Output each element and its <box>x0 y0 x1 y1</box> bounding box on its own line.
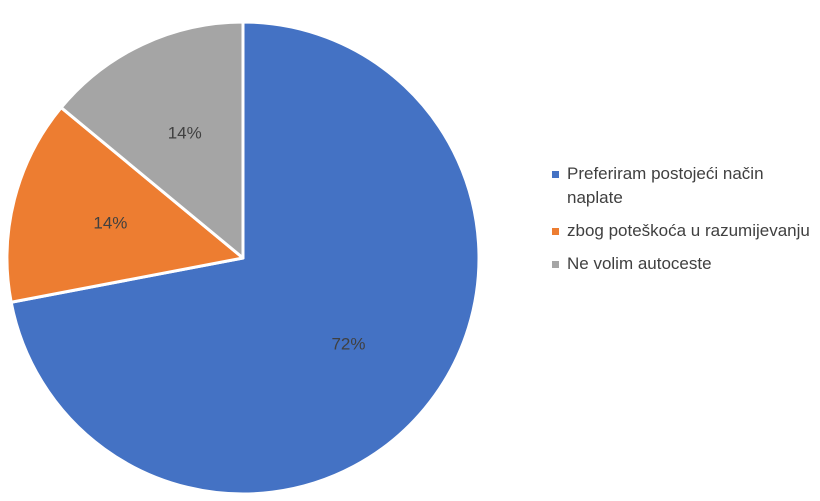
legend-swatch <box>552 261 559 268</box>
pie-slice <box>9 20 481 496</box>
chart-legend: Preferiram postojeći način naplate zbog … <box>552 162 812 285</box>
legend-swatch <box>552 171 559 178</box>
pie-chart-svg: 72% 14% 14% <box>5 20 481 496</box>
legend-label: zbog poteškoća u razumijevanju <box>567 221 810 240</box>
slice-data-label: 14% <box>168 124 202 143</box>
slice-data-label: 72% <box>331 335 365 354</box>
legend-item: Preferiram postojeći način naplate <box>552 162 812 210</box>
legend-swatch <box>552 228 559 235</box>
pie-slice <box>5 106 245 304</box>
legend-label: Preferiram postojeći način naplate <box>567 164 764 207</box>
legend-item: Ne volim autoceste <box>552 252 812 276</box>
pie-slice <box>59 20 245 260</box>
slice-data-label: 14% <box>93 213 127 232</box>
legend-item: zbog poteškoća u razumijevanju <box>552 219 812 243</box>
legend-label: Ne volim autoceste <box>567 254 712 273</box>
